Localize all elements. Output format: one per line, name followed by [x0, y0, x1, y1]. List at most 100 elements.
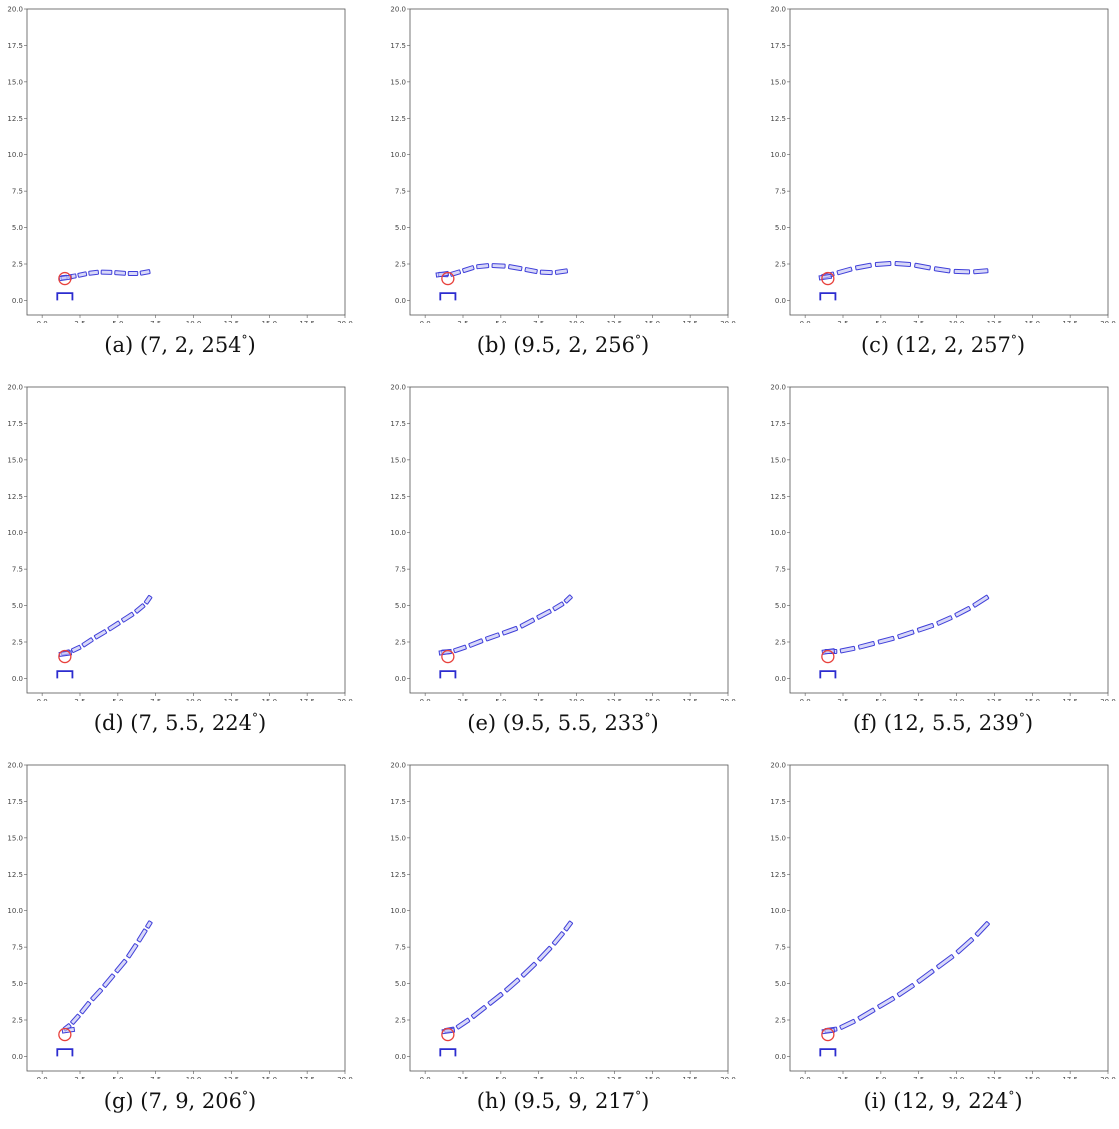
chart-svg: 0.0 2.5 5.0 7.5 10.0 12.5 15.0 17.5 20.0 0.0 2.5 5.…: [7, 384, 353, 702]
chain-segment: [504, 977, 521, 993]
x-tick-label: 2.5: [74, 320, 85, 323]
caption-close-paren: ): [1024, 711, 1034, 735]
y-tick-label: 15.0: [770, 834, 786, 842]
x-tick-label: 12.5: [607, 320, 623, 323]
chain-segment: [524, 267, 538, 275]
y-tick-label: 7.5: [775, 188, 786, 196]
chain-segment: [857, 640, 876, 650]
chart-panel: 0.0 2.5 5.0 7.5 10.0 12.5 15.0 17.5 20.0 0.0 2.5 5.…: [0, 3, 360, 373]
chain-segment: [107, 620, 121, 632]
x-tick-label: 20.0: [720, 320, 736, 323]
x-tick-label: 5.0: [112, 1076, 123, 1079]
x-tick-label: 15.0: [1024, 320, 1040, 323]
chain-segment: [894, 260, 912, 268]
chart-svg: 0.0 2.5 5.0 7.5 10.0 12.5 15.0 17.5 20.0 0.0 2.5 5.…: [770, 6, 1115, 324]
caption-close-paren: ): [248, 1089, 257, 1113]
y-tick-label: 0.0: [395, 1053, 406, 1061]
y-tick-label: 17.5: [390, 420, 406, 428]
y-tick-label: 17.5: [7, 42, 23, 50]
y-tick-label: 7.5: [12, 944, 23, 952]
chart-svg: 0.0 2.5 5.0 7.5 10.0 12.5 15.0 17.5 20.0 0.0 2.5 5.…: [7, 6, 353, 324]
y-tick-label: 2.5: [395, 1017, 406, 1025]
x-tick-label: 7.5: [150, 1076, 161, 1079]
y-tick-label: 12.5: [770, 871, 786, 879]
base-bracket: [439, 1048, 457, 1057]
x-tick-label: 20.0: [720, 1076, 736, 1079]
y-tick-label: 17.5: [390, 42, 406, 50]
x-tick-label: 2.5: [74, 1076, 85, 1079]
target-circle: [821, 271, 835, 286]
axes-frame: [26, 764, 346, 1072]
chain-segment: [88, 269, 100, 276]
x-tick-label: 15.0: [261, 320, 277, 323]
y-tick-label: 20.0: [390, 762, 406, 770]
chain-segment: [121, 611, 135, 623]
caption-values: (12, 5.5, 239: [883, 711, 1019, 735]
y-tick-label: 5.0: [775, 980, 786, 988]
y-tick-label: 10.0: [770, 907, 786, 915]
y-tick-label: 2.5: [12, 1017, 23, 1025]
x-tick-label: 5.0: [875, 698, 886, 701]
caption-values: (12, 9, 224: [893, 1089, 1009, 1113]
chain-segment: [877, 635, 895, 645]
target-circle: [58, 649, 72, 664]
x-tick-label: 10.0: [569, 320, 585, 323]
chart-panel: 0.0 2.5 5.0 7.5 10.0 12.5 15.0 17.5 20.0 0.0 2.5 5.…: [763, 759, 1119, 1129]
chain-segment: [839, 1018, 856, 1030]
base-bracket: [56, 670, 74, 679]
caption-values: (9.5, 2, 256: [513, 333, 636, 357]
chain-segment: [818, 273, 833, 281]
chain-segment: [855, 262, 872, 271]
caption-values: (7, 5.5, 224: [130, 711, 253, 735]
chain-segment: [81, 637, 94, 648]
caption-close-paren: ): [641, 1089, 650, 1113]
y-tick-label: 12.5: [7, 871, 23, 879]
chain-segment: [539, 269, 553, 276]
chain-segment: [857, 1007, 876, 1021]
x-tick-label: 7.5: [150, 320, 161, 323]
y-tick-label: 15.0: [7, 456, 23, 464]
chain-segment: [462, 265, 475, 274]
degree-symbol: °: [252, 711, 259, 725]
x-tick-label: 12.5: [224, 320, 240, 323]
y-tick-label: 12.5: [390, 871, 406, 879]
chain-segment: [836, 266, 853, 276]
caption-values: (12, 2, 257: [895, 333, 1011, 357]
x-tick-label: 10.0: [949, 320, 965, 323]
y-tick-label: 15.0: [770, 78, 786, 86]
target-circle: [441, 271, 455, 286]
panel-caption: (i) (12, 9, 224°): [763, 1083, 1119, 1114]
chart-panel: 0.0 2.5 5.0 7.5 10.0 12.5 15.0 17.5 20.0 0.0 2.5 5.…: [383, 759, 743, 1129]
chart-panel: 0.0 2.5 5.0 7.5 10.0 12.5 15.0 17.5 20.0 0.0 2.5 5.…: [763, 3, 1119, 373]
x-tick-label: 20.0: [337, 320, 353, 323]
x-tick-label: 10.0: [949, 1076, 965, 1079]
chain-segment: [507, 264, 523, 272]
x-tick-label: 15.0: [644, 1076, 660, 1079]
x-tick-label: 17.5: [682, 320, 698, 323]
x-tick-label: 12.5: [607, 698, 623, 701]
degree-symbol: °: [635, 1089, 642, 1103]
x-tick-label: 5.0: [112, 320, 123, 323]
y-tick-label: 0.0: [12, 1053, 23, 1061]
y-tick-label: 20.0: [770, 384, 786, 392]
x-tick-label: 20.0: [337, 698, 353, 701]
x-tick-label: 15.0: [644, 698, 660, 701]
chain-segment: [114, 958, 128, 974]
x-tick-label: 12.5: [987, 1076, 1003, 1079]
chain-segment: [520, 961, 538, 978]
x-tick-label: 10.0: [186, 1076, 202, 1079]
axes-frame: [789, 764, 1109, 1072]
y-tick-label: 15.0: [390, 834, 406, 842]
chain-segment: [972, 594, 990, 608]
y-tick-label: 12.5: [390, 115, 406, 123]
x-tick-label: 15.0: [261, 1076, 277, 1079]
panel-caption: (g) (7, 9, 206°): [0, 1083, 360, 1114]
chain-segment: [93, 629, 108, 640]
target-circle: [58, 271, 72, 286]
panel-caption: (b) (9.5, 2, 256°): [383, 327, 743, 358]
base-bracket: [56, 292, 74, 301]
x-tick-label: 12.5: [224, 1076, 240, 1079]
chain-segment: [449, 269, 462, 277]
chain-segment: [127, 270, 139, 276]
